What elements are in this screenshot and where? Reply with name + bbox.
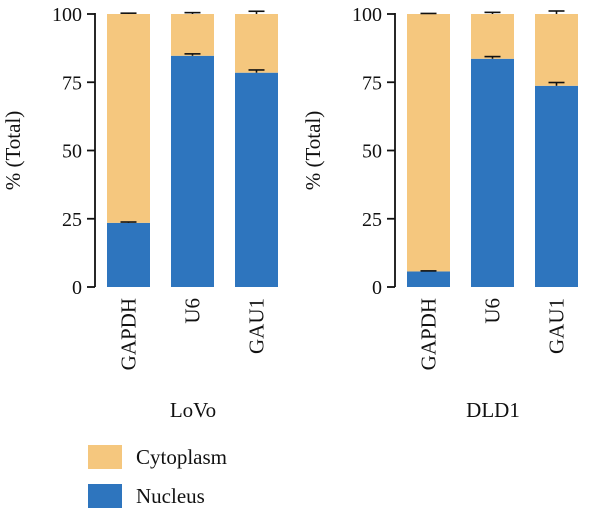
category-label-dld1-gau1: GAU1: [545, 298, 569, 354]
error-bar-dld1-u6-nucleus: [484, 55, 501, 59]
error-bar-lovo-gapdh-cytoplasm: [120, 12, 137, 14]
bar-lovo-gau1-cytoplasm: [235, 14, 278, 73]
bar-lovo-u6-cytoplasm: [171, 14, 214, 56]
error-bar-dld1-gapdh-cytoplasm: [420, 12, 437, 15]
y-tick-label-lovo-75: 75: [62, 72, 82, 94]
y-tick-label-dld1-100: 100: [352, 4, 382, 26]
error-bar-lovo-gau1-nucleus: [248, 69, 265, 73]
bar-lovo-gau1-nucleus: [235, 72, 278, 287]
error-bar-lovo-gapdh-nucleus: [120, 221, 137, 223]
legend: Cytoplasm Nucleus: [88, 445, 227, 508]
chart-panel-dld1: GAPDH U6 GAU1 0 25 50 75 100 % (Total) DLD1: [301, 4, 578, 422]
legend-swatch-cytoplasm: [88, 445, 122, 469]
error-bar-lovo-u6-nucleus: [184, 53, 201, 56]
bar-lovo-gapdh-nucleus: [107, 222, 150, 287]
y-tick-label-dld1-75: 75: [362, 72, 382, 94]
y-tick-label-lovo-0: 0: [72, 277, 82, 299]
panel-label-lovo: LoVo: [170, 398, 216, 422]
y-tick-label-lovo-50: 50: [62, 141, 82, 163]
category-label-dld1-gapdh: GAPDH: [417, 298, 441, 370]
y-tick-label-lovo-100: 100: [52, 4, 82, 26]
bar-dld1-gau1-nucleus: [535, 85, 578, 287]
category-label-lovo-u6: U6: [181, 298, 205, 324]
y-tick-label-dld1-25: 25: [362, 209, 382, 231]
category-label-dld1-u6: U6: [481, 298, 505, 324]
bar-dld1-u6-nucleus: [471, 58, 514, 287]
bar-dld1-gau1-cytoplasm: [535, 14, 578, 86]
bar-lovo-u6-nucleus: [171, 55, 214, 288]
category-label-lovo-gapdh: GAPDH: [117, 298, 141, 370]
error-bar-dld1-gau1-cytoplasm: [548, 10, 565, 14]
legend-label-cytoplasm: Cytoplasm: [136, 445, 227, 469]
y-axis-title-lovo: % (Total): [1, 111, 25, 191]
y-tick-label-dld1-50: 50: [362, 141, 382, 163]
y-tick-label-dld1-0: 0: [372, 277, 382, 299]
panel-label-dld1: DLD1: [466, 398, 520, 422]
error-bar-dld1-u6-cytoplasm: [484, 11, 501, 14]
error-bar-lovo-u6-cytoplasm: [184, 11, 201, 14]
y-axis-title-dld1: % (Total): [301, 111, 325, 191]
bar-dld1-gapdh-cytoplasm: [407, 14, 450, 272]
category-label-lovo-gau1: GAU1: [245, 298, 269, 354]
bar-lovo-gapdh-cytoplasm: [107, 14, 150, 223]
bar-dld1-u6-cytoplasm: [471, 14, 514, 59]
legend-label-nucleus: Nucleus: [136, 484, 205, 508]
chart-panel-lovo: GAPDH U6 GAU1 0 25 50 75 100 % (Total) LoVo: [1, 4, 278, 422]
y-tick-label-lovo-25: 25: [62, 209, 82, 231]
error-bar-dld1-gapdh-nucleus: [420, 270, 437, 272]
bar-dld1-gapdh-nucleus: [407, 271, 450, 287]
error-bar-lovo-gau1-cytoplasm: [248, 10, 265, 14]
legend-swatch-nucleus: [88, 484, 122, 508]
error-bar-dld1-gau1-nucleus: [548, 81, 565, 86]
